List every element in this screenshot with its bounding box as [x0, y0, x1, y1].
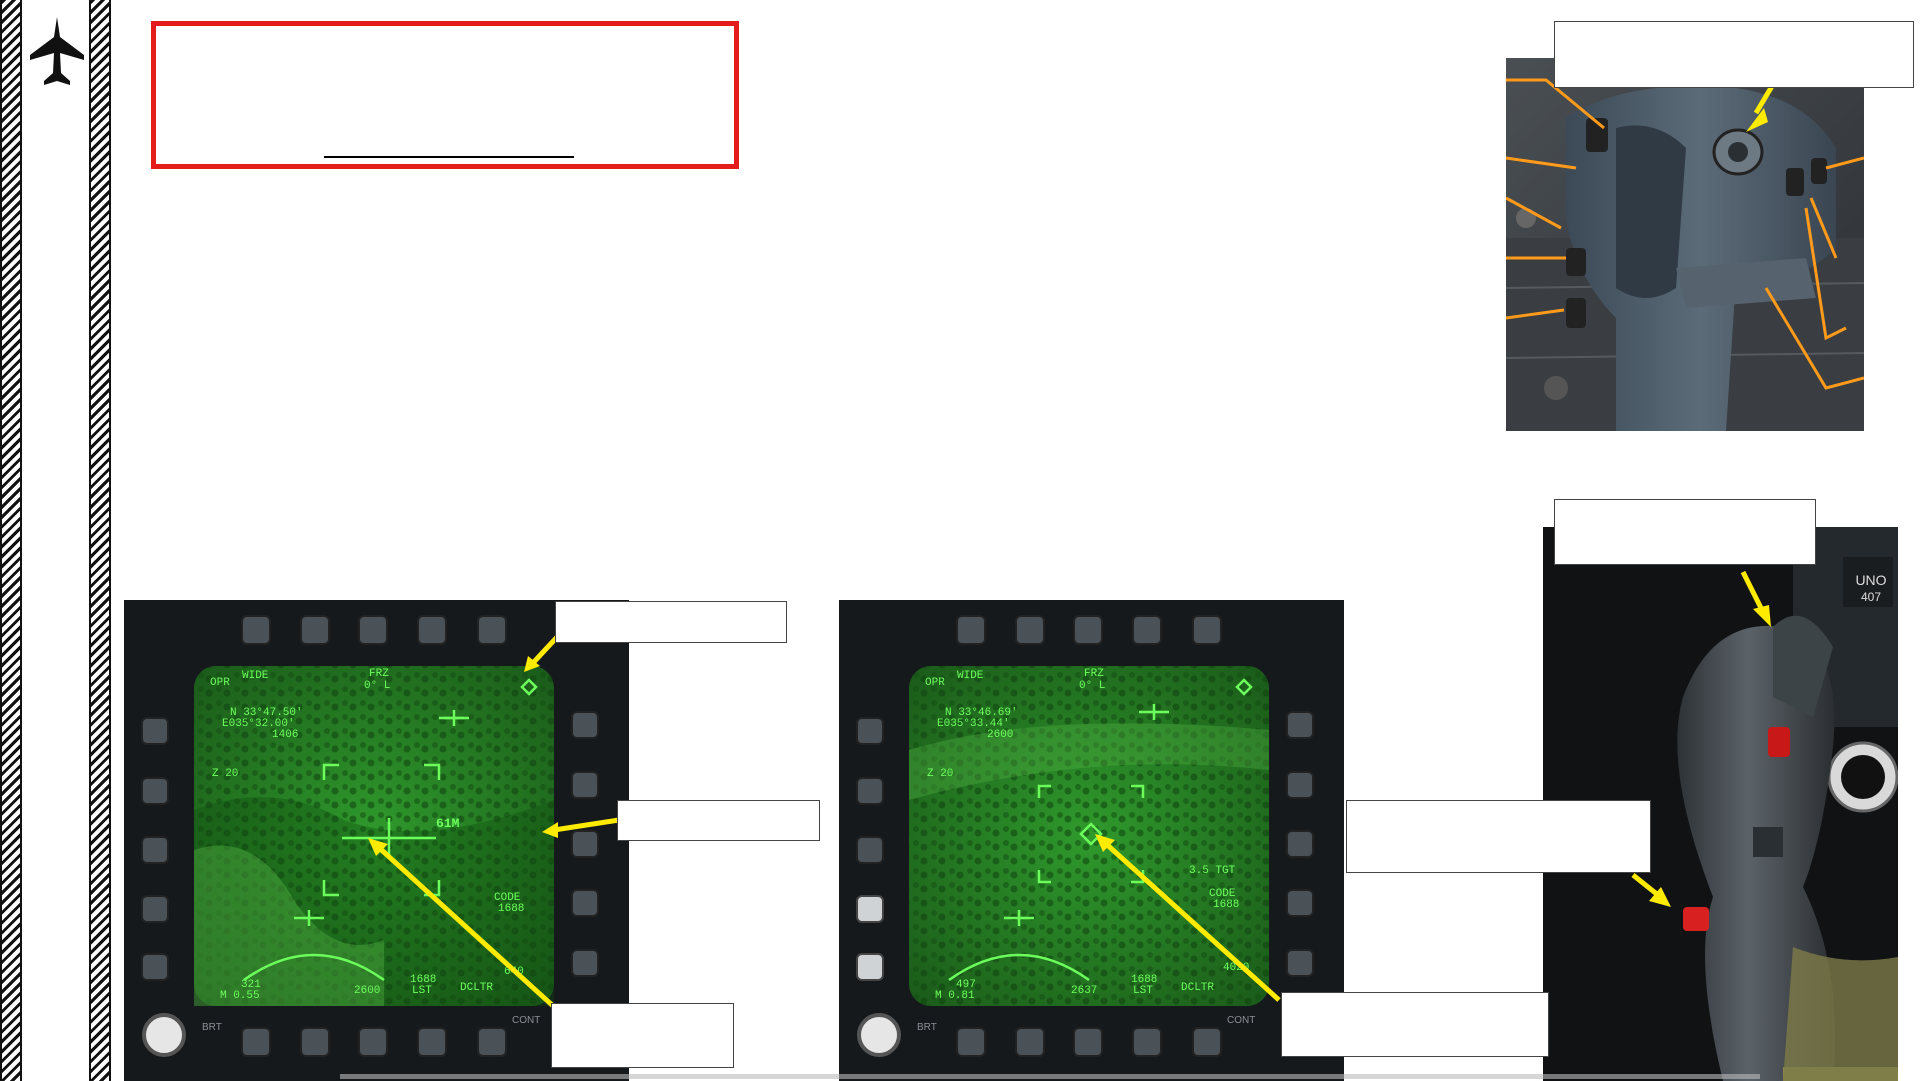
ddi-left-lon: E035°32.00'	[222, 718, 295, 730]
ddi-right-lon: E035°33.44'	[937, 718, 1010, 730]
ddi-left-range: 61M	[436, 816, 460, 831]
ddi-left: OPR WIDE FRZ 0° L N 33°47.50' E035°32.00…	[124, 600, 629, 1081]
ddi-left-cont-label: CONT	[512, 1015, 540, 1026]
throttle-photo	[1506, 58, 1864, 431]
ddi-left-laser-code: 1688	[410, 974, 436, 986]
ddi-right-mid-callout	[1346, 800, 1651, 873]
ddi-left-zoom: Z 20	[212, 768, 238, 780]
ddi-left-mode: WIDE	[242, 670, 269, 682]
ddi-right-frz-sub: 0° L	[1079, 680, 1105, 692]
ddi-left-code-label: CODE	[494, 892, 521, 904]
ddi-right-code-value: 1688	[1213, 899, 1239, 911]
ddi-right-zoom: Z 20	[927, 768, 953, 780]
ddi-right: OPR WIDE FRZ 0° L N 33°46.69' E035°33.44…	[839, 600, 1344, 1081]
ddi-right-cont-label: CONT	[1227, 1015, 1255, 1026]
right-border-stripe	[89, 0, 111, 1081]
ddi-left-dcltr: DCLTR	[460, 982, 493, 994]
ddi-right-bottom-callout	[1281, 992, 1549, 1057]
ddi-left-mach: M 0.55	[220, 990, 260, 1002]
ddi-right-mode: WIDE	[957, 670, 984, 682]
ddi-right-lst: LST	[1133, 985, 1153, 997]
ddi-right-speed: 497	[956, 979, 976, 991]
ddi-right-opr: OPR	[925, 677, 945, 689]
ddi-left-code-value: 1688	[498, 903, 524, 915]
ddi-left-speed: 321	[241, 979, 261, 991]
ddi-left-mid-callout	[617, 800, 820, 841]
ddi-left-alt-bottom: 2600	[354, 985, 380, 997]
ddi-right-elev: 2600	[987, 729, 1013, 741]
ddi-right-frz: FRZ	[1084, 668, 1104, 680]
panel-label-bottom: 407	[1861, 590, 1881, 604]
title-underline	[324, 156, 574, 158]
footer-caption	[340, 1074, 1760, 1079]
ddi-left-brt-label: BRT	[202, 1022, 222, 1033]
title-box	[151, 21, 739, 169]
ddi-right-laser-code: 1688	[1131, 974, 1157, 986]
ddi-right-dcltr: DCLTR	[1181, 982, 1214, 994]
stick-callout-box	[1554, 499, 1816, 565]
ddi-right-tgt: 3.5 TGT	[1189, 865, 1236, 877]
ddi-left-lst: LST	[412, 985, 432, 997]
ddi-left-top-callout	[555, 601, 787, 643]
ddi-left-frz: FRZ	[369, 668, 389, 680]
left-border-stripe	[0, 0, 22, 1081]
ddi-left-elev: 1406	[272, 729, 298, 741]
ddi-right-mach: M 0.81	[935, 990, 975, 1002]
throttle-callout-box	[1554, 21, 1914, 88]
ddi-left-frz-sub: 0° L	[364, 680, 390, 692]
panel-label-top: UNO	[1855, 572, 1886, 588]
ddi-right-lat: N 33°46.69'	[945, 707, 1018, 719]
ddi-right-brt-label: BRT	[917, 1022, 937, 1033]
ddi-right-code-label: CODE	[1209, 888, 1236, 900]
ddi-left-lat: N 33°47.50'	[230, 707, 303, 719]
fighter-jet-icon	[30, 17, 84, 85]
ddi-left-bottom-callout	[551, 1003, 734, 1068]
ddi-left-opr: OPR	[210, 677, 230, 689]
ddi-right-alt-bottom: 2637	[1071, 985, 1097, 997]
